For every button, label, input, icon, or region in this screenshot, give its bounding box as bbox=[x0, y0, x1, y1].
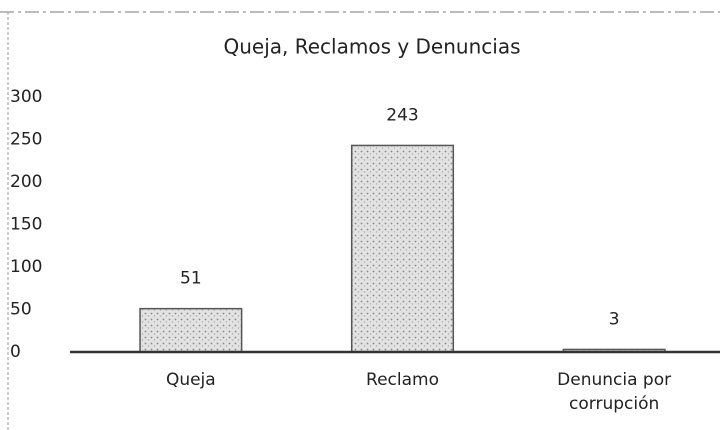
y-tick-label: 100 bbox=[10, 257, 42, 277]
x-tick-label: Denuncia por corrupción bbox=[557, 370, 672, 414]
chart-title: Queja, Reclamos y Denuncias bbox=[223, 35, 520, 59]
x-tick-label: Queja bbox=[165, 370, 216, 390]
y-tick-label: 250 bbox=[10, 130, 42, 150]
y-tick-label: 50 bbox=[10, 300, 32, 320]
y-tick-label: 300 bbox=[10, 87, 42, 107]
y-tick-label: 150 bbox=[10, 215, 42, 235]
x-tick-label: Reclamo bbox=[366, 370, 439, 390]
data-label: 51 bbox=[180, 269, 202, 289]
y-tick-label: 0 bbox=[10, 342, 21, 362]
bar bbox=[350, 144, 455, 353]
y-tick-label: 200 bbox=[10, 172, 42, 192]
data-label: 3 bbox=[609, 309, 620, 329]
bar bbox=[139, 307, 243, 353]
data-label: 243 bbox=[386, 105, 418, 125]
